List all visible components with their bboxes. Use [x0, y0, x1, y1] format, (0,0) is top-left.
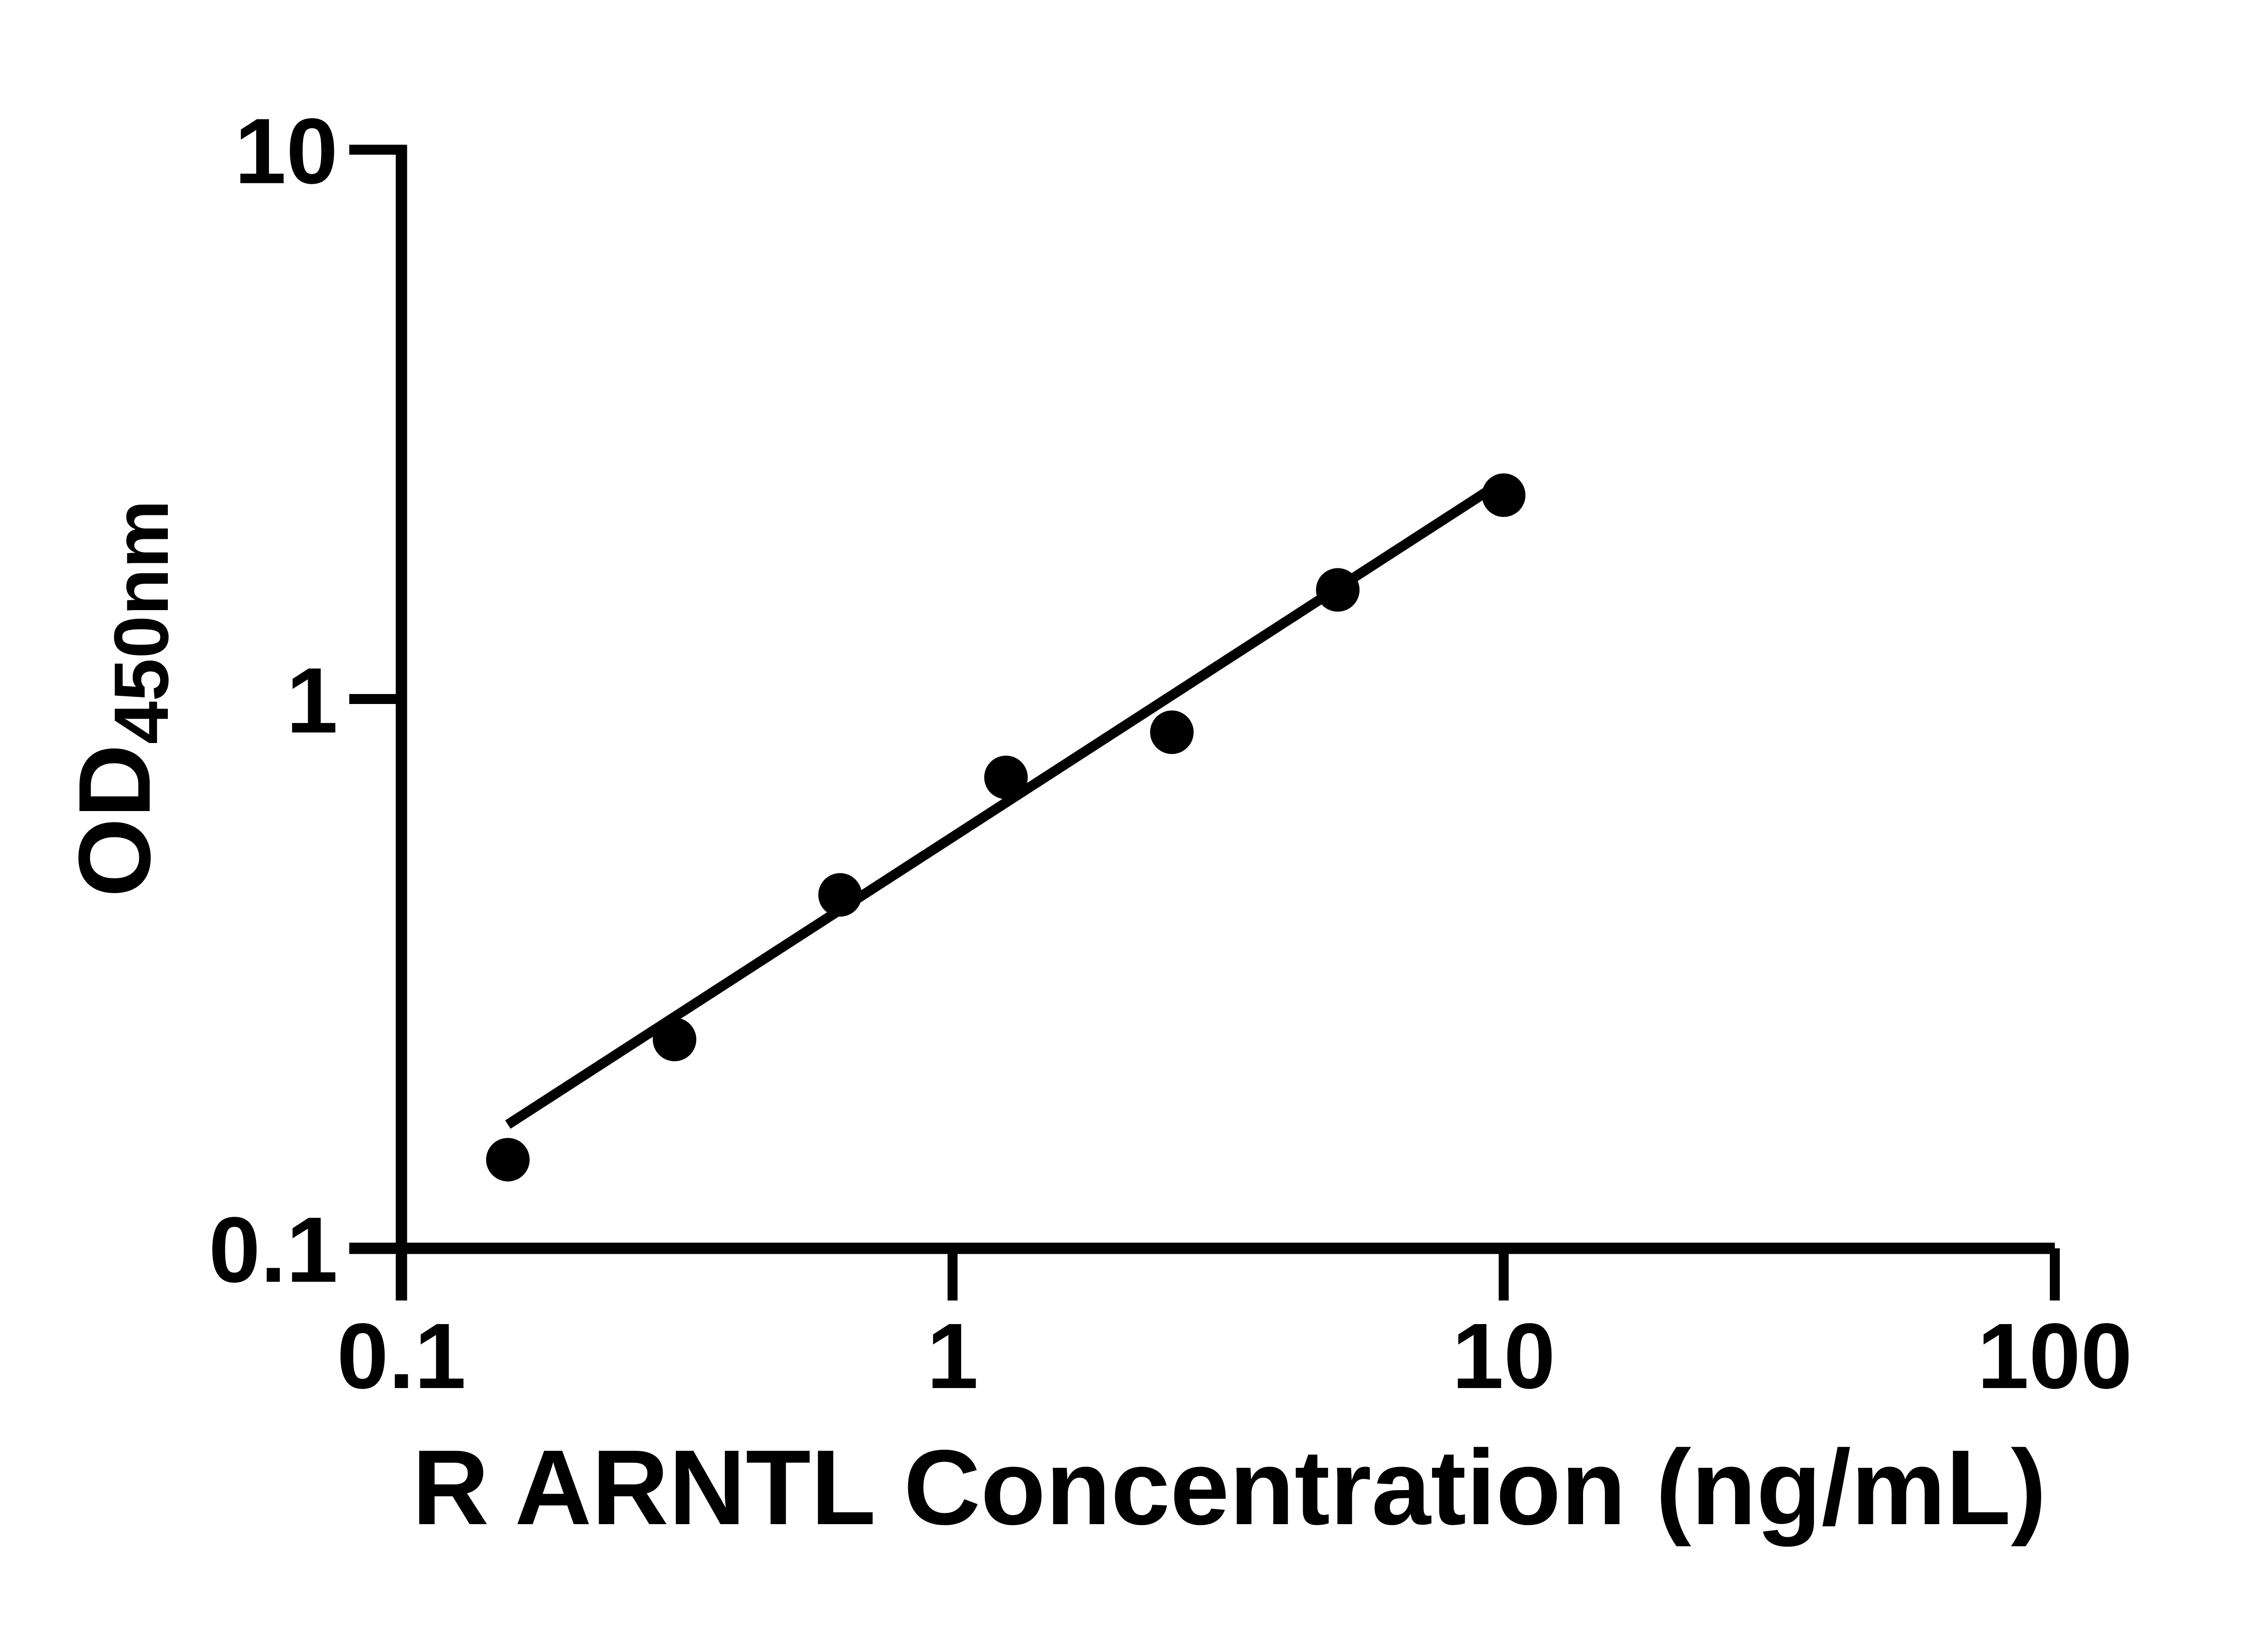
x-tick-label-10: 10 — [1452, 1304, 1555, 1408]
data-point-1 — [486, 1138, 530, 1182]
x-tick-label-0.1: 0.1 — [337, 1304, 466, 1408]
data-point-5 — [1150, 710, 1194, 754]
y-axis-title-subscript: 450nm — [98, 500, 185, 744]
data-point-3 — [818, 873, 862, 917]
y-axis-title: OD450nm — [57, 500, 185, 897]
y-tick-label-10: 10 — [235, 99, 338, 203]
y-tick-label-1: 1 — [286, 649, 338, 753]
ticks-layer — [349, 145, 2060, 1301]
data-point-6 — [1316, 568, 1360, 612]
x-axis-title: R ARNTL Concentration (ng/mL) — [412, 1428, 2046, 1547]
x-tick-label-100: 100 — [1977, 1304, 2132, 1408]
data-point-2 — [653, 1017, 697, 1061]
y-axis-title-main: OD — [57, 744, 171, 898]
data-point-7 — [1482, 473, 1525, 517]
x-tick-label-1: 1 — [927, 1304, 978, 1408]
y-tick-label-0.1: 0.1 — [209, 1198, 338, 1302]
data-point-4 — [984, 755, 1028, 799]
tick-labels-layer: 0.1 1 10 0.1 1 10 100 — [209, 99, 2132, 1408]
axes-layer — [349, 145, 2055, 1301]
data-layer — [486, 473, 1525, 1182]
